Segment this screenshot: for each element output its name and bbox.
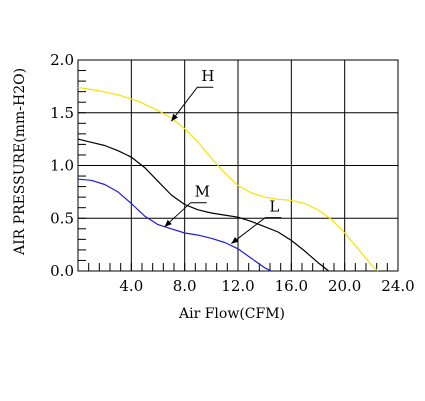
x-tick-labels: 4.0 8.0 12.0 16.0 20.0 24.0	[119, 277, 414, 295]
y-tick-label: 2.0	[50, 51, 74, 69]
x-axis-label: Air Flow(CFM)	[178, 306, 285, 322]
series-line-l	[77, 178, 272, 272]
y-tick-label: 0.5	[50, 209, 74, 227]
series-line-m	[77, 138, 330, 272]
series-line-h	[77, 86, 379, 272]
annotation-leader-m	[164, 202, 207, 228]
annotation-leader-l	[231, 217, 282, 244]
y-axis-label: AIR PRESSURE(mm-H2O)	[12, 68, 28, 256]
x-tick-label: 8.0	[173, 277, 197, 295]
x-tick-label: 12.0	[221, 277, 254, 295]
plot-frame	[77, 59, 399, 272]
y-tick-label: 0.0	[50, 262, 74, 280]
x-tick-label: 4.0	[119, 277, 143, 295]
series-lines	[77, 86, 379, 272]
y-tick-label: 1.0	[50, 157, 74, 175]
x-tick-label: 24.0	[381, 277, 414, 295]
annotation-leader-h	[170, 86, 214, 122]
y-tick-labels: 0.0 0.5 1.0 1.5 2.0	[50, 51, 74, 280]
curve-label-l: L	[269, 198, 279, 216]
x-tick-label: 20.0	[328, 277, 361, 295]
curve-label-m: M	[195, 183, 210, 201]
curve-label-h: H	[201, 67, 214, 85]
y-tick-label: 1.5	[50, 104, 74, 122]
curve-annotations: H M L	[164, 67, 282, 244]
x-tick-label: 16.0	[275, 277, 308, 295]
